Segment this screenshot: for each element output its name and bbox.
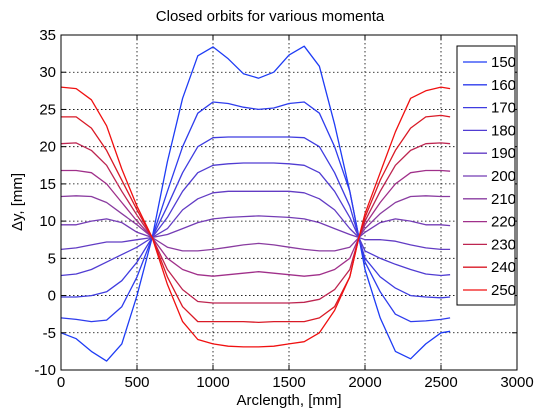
x-tick-label: 2500	[424, 374, 457, 391]
legend-label-240: 240	[491, 259, 516, 276]
y-tick-label: -5	[43, 325, 56, 342]
x-tick-label: 1500	[272, 374, 305, 391]
y-tick-label: 15	[39, 176, 56, 193]
series-line-240	[61, 114, 451, 324]
legend-label-160: 160	[491, 77, 516, 94]
legend-label-180: 180	[491, 122, 516, 139]
legend-label-220: 220	[491, 214, 516, 231]
y-tick-label: -10	[34, 362, 56, 379]
legend-label-190: 190	[491, 145, 516, 162]
x-tick-label: 1000	[196, 374, 229, 391]
y-tick-label: 20	[39, 139, 56, 156]
series-line-200	[61, 215, 451, 239]
y-tick-label: 0	[48, 288, 56, 305]
y-axis-label: Δy, [mm]	[9, 173, 26, 231]
y-tick-label: 30	[39, 64, 56, 81]
series-line-190	[60, 190, 451, 251]
series-lines	[60, 45, 451, 362]
series-line-250	[60, 86, 451, 348]
y-tick-label: 5	[48, 250, 56, 267]
x-tick-label: 500	[124, 374, 149, 391]
series-line-160	[60, 101, 451, 323]
x-tick-label: 3000	[500, 374, 533, 391]
series-line-220	[61, 169, 451, 277]
series-line-180	[60, 162, 451, 277]
x-tick-label: 2000	[348, 374, 381, 391]
y-tick-label: 35	[39, 27, 56, 44]
series-line-150	[60, 45, 451, 362]
x-axis-label: Arclength, [mm]	[236, 392, 341, 409]
legend-label-150: 150	[491, 54, 516, 71]
legend-label-210: 210	[491, 191, 516, 208]
series-line-230	[60, 142, 451, 304]
legend-label-170: 170	[491, 100, 516, 117]
y-tick-label: 10	[39, 213, 56, 230]
x-tick-label: 0	[57, 374, 65, 391]
chart-title: Closed orbits for various momenta	[156, 8, 385, 25]
series-line-170	[61, 136, 451, 299]
legend: 150 160 170 180 190 200 210 220 230 240 250	[456, 45, 516, 306]
series-line-210	[60, 195, 451, 252]
legend-label-250: 250	[491, 282, 516, 299]
y-tick-labels: -10 -5 0 5 10 15 20 25 30 35	[34, 27, 517, 379]
legend-label-200: 200	[491, 168, 516, 185]
x-tick-labels: 0 500 1000 1500 2000 2500 3000	[57, 35, 534, 391]
legend-label-230: 230	[491, 236, 516, 253]
y-tick-label: 25	[39, 101, 56, 118]
